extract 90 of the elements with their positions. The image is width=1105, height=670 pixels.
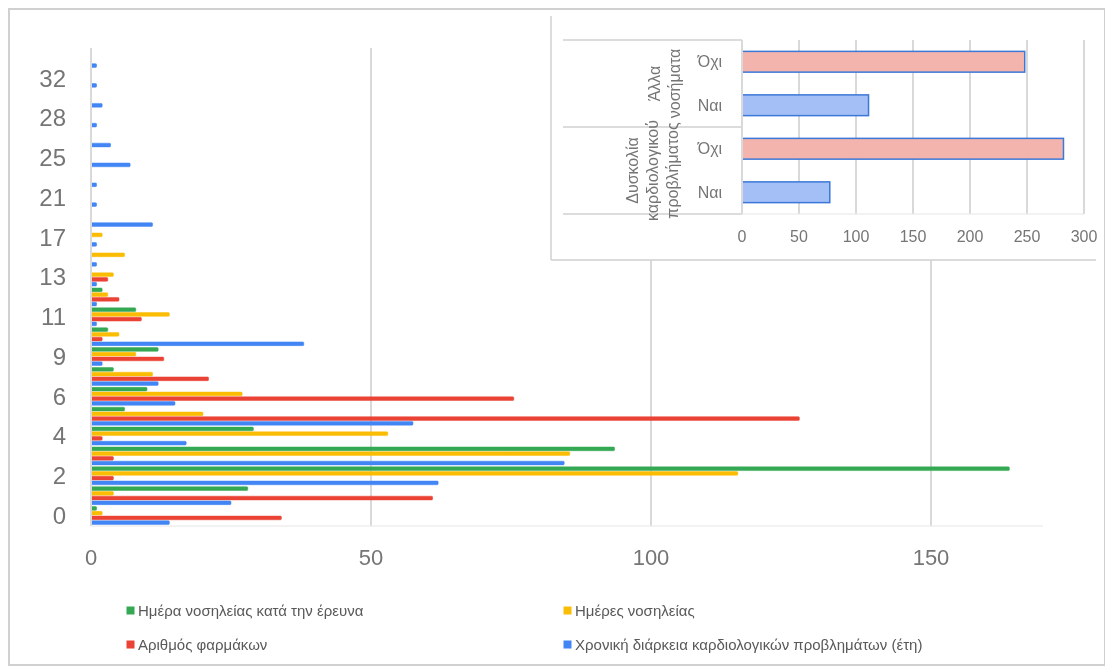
x-tick-label: 300 [1070, 228, 1098, 245]
y-tick-label: 28 [39, 104, 66, 132]
annotation: Δυσκολία καρδιολογικού προβλήματος [624, 120, 681, 221]
bar [90, 515, 282, 521]
bar [90, 451, 571, 456]
bar [90, 222, 153, 227]
bar [90, 446, 615, 451]
bar [90, 297, 120, 302]
bar [90, 391, 243, 397]
legend-label: Ημέρες νοσηλείας [575, 602, 695, 620]
y-tick-label: 4 [52, 422, 66, 450]
bar [90, 103, 103, 108]
legend-label: Αριθμός φαρμάκων [138, 636, 268, 654]
bar [90, 367, 114, 372]
bar [90, 520, 170, 525]
bar [90, 312, 170, 317]
bar [90, 396, 515, 401]
bar [90, 252, 125, 257]
x-tick-label: 0 [737, 228, 747, 245]
x-tick-label: 50 [358, 545, 384, 570]
bar [90, 352, 137, 357]
bar [90, 376, 209, 381]
bar [741, 137, 1065, 160]
bar [90, 317, 142, 322]
y-tick-label: 6 [52, 382, 66, 410]
bar [90, 381, 159, 386]
bar [90, 426, 254, 432]
bar [741, 94, 870, 117]
bar [90, 361, 103, 366]
bar [90, 347, 159, 352]
legend-label: Χρονική διάρκεια καρδιολογικών προβλημάτων (έτη) [575, 636, 923, 654]
y-tick-label: 2 [52, 462, 66, 490]
bar [90, 232, 103, 238]
x-tick-label: 250 [1013, 228, 1041, 245]
bar [90, 336, 103, 342]
y-tick-label: 0 [52, 501, 66, 529]
bar [90, 416, 800, 421]
bar [90, 327, 109, 332]
bar [90, 480, 439, 486]
y-tick-label: 9 [52, 342, 66, 370]
legend-label: Ημέρα νοσηλείας κατά την έρευνα [138, 602, 364, 620]
y-tick-label: Ναι [697, 183, 723, 201]
bar [90, 411, 204, 416]
bar [90, 495, 433, 501]
bar [90, 277, 109, 282]
bar [90, 332, 120, 337]
y-tick-label: 11 [41, 303, 66, 331]
bar [90, 500, 232, 505]
bar [90, 142, 111, 148]
annotation: Άλλα νοσήματα [646, 48, 683, 119]
x-tick-label: 100 [632, 545, 670, 570]
y-tick-label: Ναι [697, 96, 723, 114]
bar [90, 341, 305, 346]
bar [90, 456, 114, 461]
y-tick-label: 17 [39, 223, 66, 251]
bar [90, 272, 114, 277]
bar [90, 431, 389, 436]
bar [90, 292, 109, 297]
y-tick-label: 32 [39, 64, 66, 92]
bar [741, 181, 831, 204]
bar [90, 511, 103, 516]
y-tick-label: Όχι [696, 53, 723, 71]
y-tick-label: 13 [39, 263, 66, 291]
bar [741, 50, 1026, 73]
bar [90, 407, 125, 412]
y-tick-label: 25 [39, 144, 66, 172]
bar [90, 476, 114, 481]
y-tick-label: Όχι [696, 140, 723, 158]
x-tick-label: 150 [912, 545, 950, 570]
bar [90, 421, 414, 426]
bar [90, 287, 103, 292]
x-tick-label: 50 [790, 228, 808, 245]
x-tick-label: 0 [84, 545, 98, 570]
bar [90, 356, 165, 362]
bar [90, 486, 249, 491]
bar [90, 441, 187, 446]
y-tick-label: 21 [39, 183, 66, 211]
x-tick-label: 100 [842, 228, 870, 245]
bar [90, 491, 114, 496]
bar [90, 162, 131, 167]
bar [90, 307, 137, 312]
bar [90, 466, 1010, 471]
bar [90, 460, 565, 466]
bar [90, 401, 176, 406]
bar [90, 387, 148, 392]
bar [90, 371, 153, 377]
bar [90, 436, 103, 441]
bar [90, 471, 739, 476]
x-tick-label: 150 [899, 228, 927, 245]
x-tick-label: 200 [956, 228, 984, 245]
